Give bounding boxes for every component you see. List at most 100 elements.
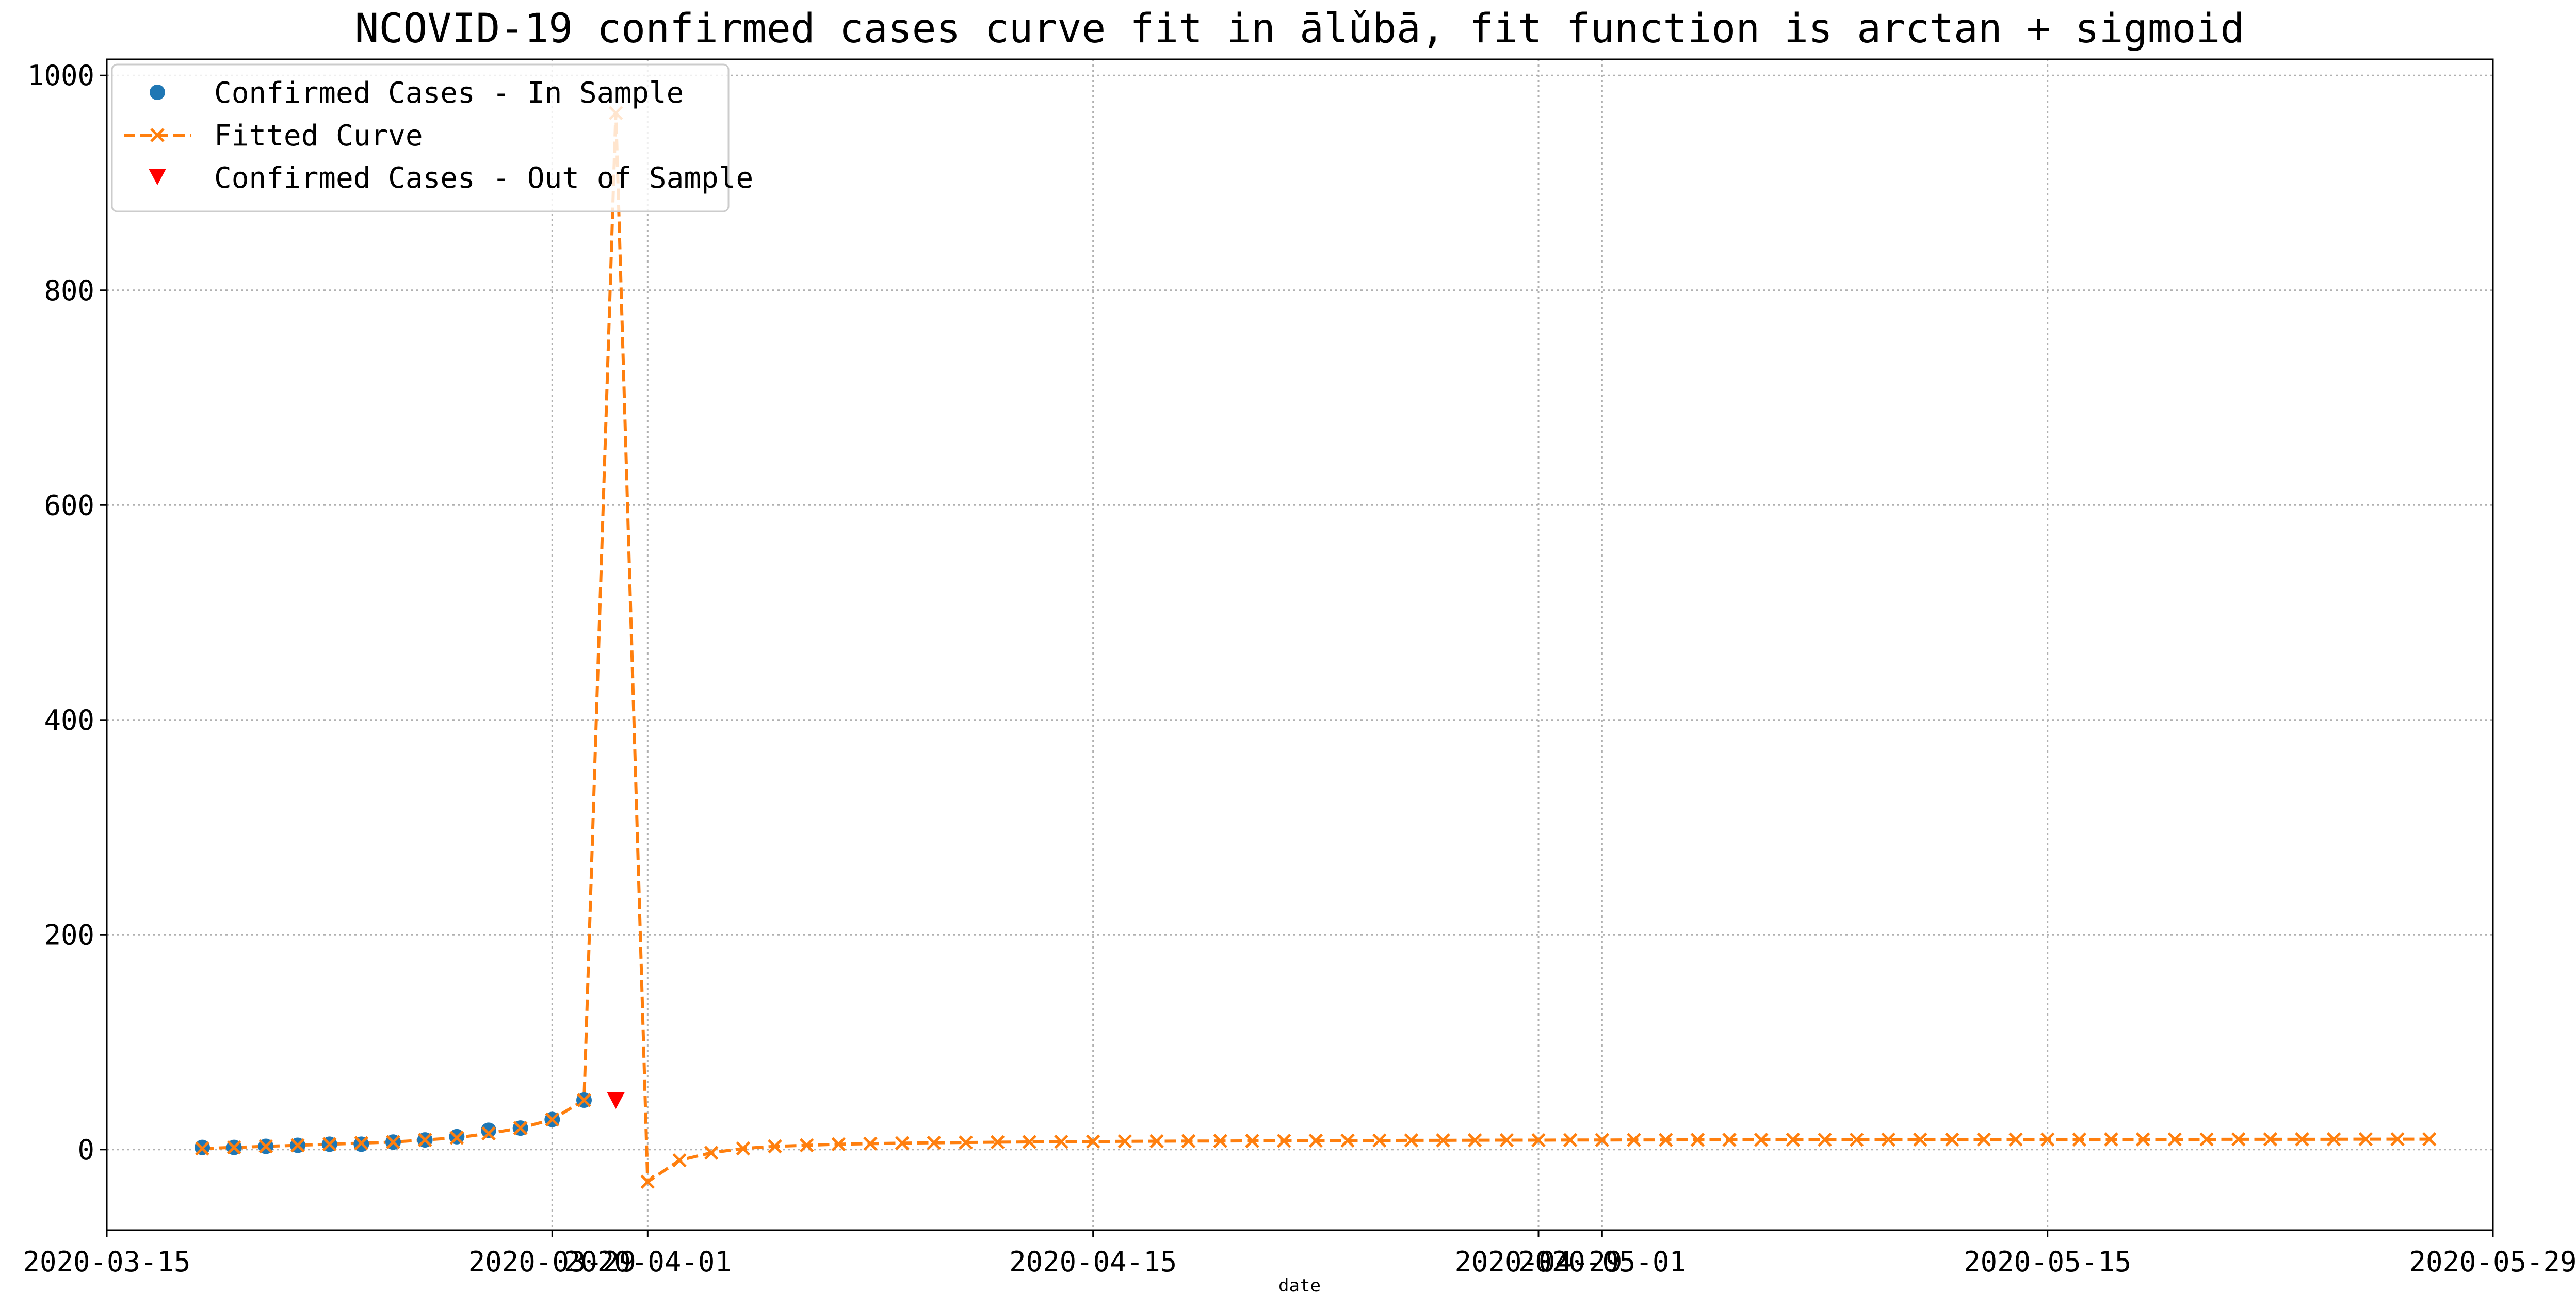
fitted-curve-point-overlay [195, 1141, 209, 1156]
fitted-curve-point [1404, 1133, 1419, 1148]
fitted-curve-point [1722, 1133, 1737, 1147]
series-layer [195, 106, 2437, 1189]
fitted-curve-point [1690, 1133, 1705, 1147]
out-of-sample-point [607, 1092, 625, 1109]
y-tick-label: 800 [44, 274, 94, 307]
fitted-curve-point [1436, 1133, 1450, 1148]
legend-marker-fitted [150, 128, 165, 142]
fitted-curve-point [895, 1136, 910, 1151]
fitted-curve-point [1213, 1134, 1228, 1148]
x-tick-label: 2020-05-29 [2409, 1246, 2576, 1278]
fitted-curve-point-overlay [449, 1131, 464, 1145]
fitted-curve-point [927, 1135, 942, 1150]
legend-marker-in-sample [150, 85, 165, 100]
fitted-curve-point-overlay [386, 1135, 400, 1149]
fitted-curve-point [959, 1135, 973, 1150]
fitted-curve-point [736, 1141, 751, 1156]
fitted-curve-point [1595, 1133, 1610, 1148]
fitted-curve-point [768, 1139, 782, 1154]
fitted-curve-point [831, 1137, 846, 1152]
legend-marker-out-of-sample [149, 169, 166, 185]
legend-label: Fitted Curve [214, 119, 423, 153]
fitted-curve-point [1818, 1132, 1832, 1147]
fitted-curve-point [1467, 1133, 1482, 1148]
y-tick-label: 200 [44, 919, 94, 951]
legend: Confirmed Cases - In Sample Fitted Curve C… [111, 63, 753, 212]
fitted-curve-point [1881, 1132, 1896, 1147]
fitted-curve-point [1276, 1133, 1291, 1148]
fitted-curve-point-overlay [545, 1112, 560, 1127]
fitted-curve-point [2263, 1132, 2278, 1147]
fitted-curve-point [1945, 1132, 1959, 1147]
fitted-curve-point [2358, 1132, 2373, 1147]
fitted-curve-point-overlay [481, 1126, 496, 1141]
fitted-curve-point [1117, 1134, 1132, 1149]
fitted-curve-point [1754, 1133, 1769, 1147]
fitted-curve-point [2072, 1132, 2087, 1147]
fitted-curve-point [2390, 1132, 2405, 1147]
fitted-curve-point-overlay [258, 1139, 273, 1154]
fitted-curve-point [1245, 1134, 1259, 1148]
fitted-curve-point [1786, 1132, 1801, 1147]
fitted-curve-point-overlay [577, 1093, 591, 1107]
fitted-curve-point [2295, 1132, 2309, 1147]
fitted-curve-point [1499, 1133, 1514, 1148]
x-tick-label: 2020-05-15 [1964, 1246, 2131, 1278]
fitted-curve-point-overlay [354, 1136, 369, 1151]
fitted-curve-point-overlay [226, 1140, 241, 1155]
fitted-curve-point [2135, 1132, 2150, 1147]
fitted-curve-point [1563, 1133, 1578, 1148]
x-axis-label: date [1278, 1276, 1321, 1296]
grid-lines [106, 59, 2494, 1230]
fitted-curve-point [1181, 1134, 1196, 1149]
fitted-curve-point [1086, 1134, 1100, 1149]
fitted-curve-point [799, 1138, 814, 1153]
x-tick-label: 2020-04-29 [1454, 1246, 1622, 1278]
fitted-curve-point [1149, 1134, 1164, 1149]
fitted-curve-point [640, 1174, 655, 1189]
legend-label: Confirmed Cases - In Sample [214, 76, 684, 110]
fitted-curve-point [1658, 1133, 1673, 1147]
fitted-curve-point [1913, 1132, 1927, 1147]
fitted-curve-line [202, 113, 2429, 1185]
y-axis: 0 200 400 600 800 1000 [27, 59, 107, 1166]
fitted-curve-point [2422, 1132, 2437, 1147]
in-sample-point [481, 1122, 496, 1138]
fitted-curve-point [2199, 1132, 2214, 1147]
fitted-curve-point-overlay [513, 1121, 528, 1135]
fitted-curve-point [704, 1146, 719, 1160]
fitted-curve-point [1627, 1133, 1641, 1147]
fitted-curve-point [1340, 1133, 1355, 1148]
x-tick-label: 2020-04-15 [1009, 1246, 1177, 1278]
fitted-curve-point [1022, 1135, 1037, 1149]
fitted-curve-point [1531, 1133, 1546, 1148]
x-tick-label: 2020-03-29 [468, 1246, 636, 1278]
fitted-curve-point [1849, 1132, 1864, 1147]
fitted-curve-point [1976, 1132, 1991, 1147]
fitted-curve-point-overlay [322, 1137, 337, 1152]
x-tick-label: 2020-05-01 [1518, 1246, 1686, 1278]
y-tick-label: 600 [44, 489, 94, 521]
y-tick-label: 1000 [27, 59, 94, 92]
fitted-curve-point [2231, 1132, 2246, 1147]
fitted-curve-point [863, 1136, 878, 1151]
fitted-curve-point [1308, 1133, 1323, 1148]
fitted-curve-point [2040, 1132, 2055, 1147]
fitted-curve-point-overlay [417, 1133, 432, 1147]
fitted-curve-point [672, 1153, 687, 1168]
fitted-curve-point [2326, 1132, 2341, 1147]
fitted-curve-point-overlay [290, 1138, 305, 1153]
fitted-curve-point [2008, 1132, 2023, 1147]
plot-frame [106, 58, 2494, 1231]
legend-label: Confirmed Cases - Out of Sample [214, 161, 753, 195]
y-tick-label: 400 [44, 704, 94, 737]
x-tick-label: 2020-03-15 [23, 1246, 190, 1278]
fitted-curve-point [2104, 1132, 2118, 1147]
fitted-curve-point [2167, 1132, 2182, 1147]
x-tick-label: 2020-04-01 [564, 1246, 732, 1278]
fitted-curve-point [1054, 1134, 1068, 1149]
y-tick-label: 0 [77, 1134, 94, 1166]
fitted-curve-point [990, 1135, 1005, 1150]
